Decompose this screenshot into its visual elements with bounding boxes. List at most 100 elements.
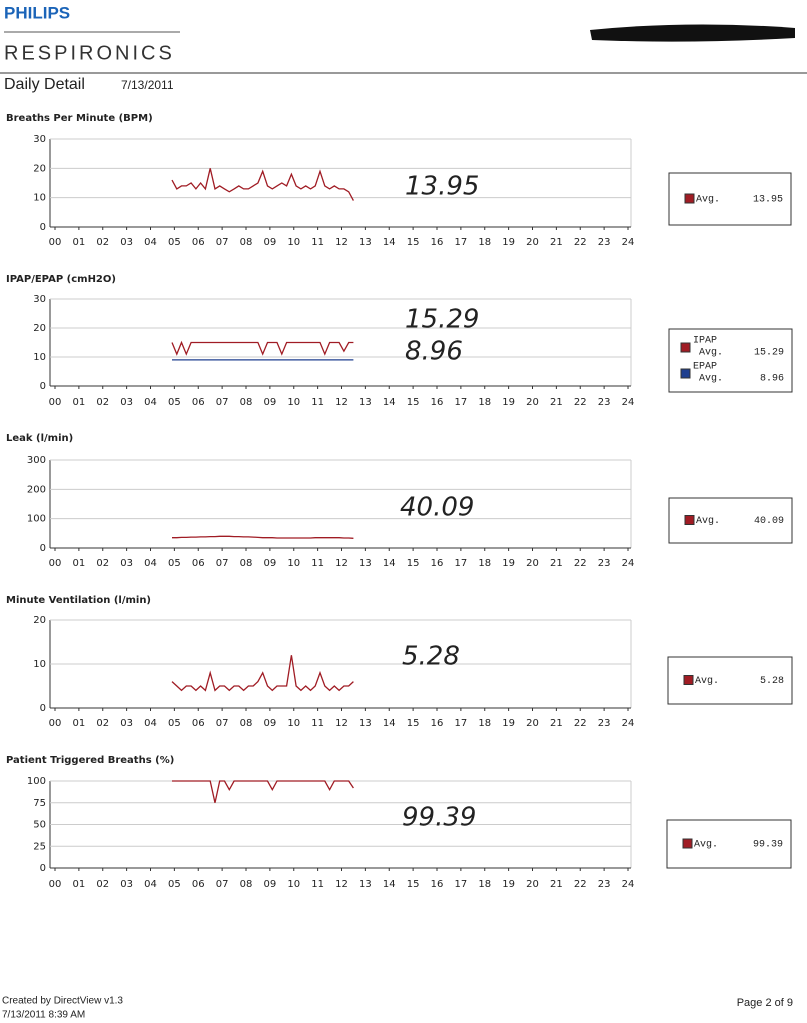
series-line <box>172 780 354 803</box>
x-tick-label: 11 <box>311 718 324 729</box>
product: RESPIRONICS <box>4 42 175 64</box>
x-tick-label: 21 <box>550 718 563 729</box>
x-tick-label: 16 <box>431 237 444 248</box>
x-tick-label: 18 <box>478 558 491 569</box>
handwritten-note: 15.29 <box>405 305 479 335</box>
x-tick-label: 08 <box>240 237 253 248</box>
x-tick-label: 08 <box>240 397 253 408</box>
y-tick-label: 10 <box>33 659 46 670</box>
brand: PHILIPS <box>4 3 70 22</box>
y-tick-label: 100 <box>27 776 46 787</box>
x-tick-label: 00 <box>49 397 62 408</box>
handwritten-note: 13.95 <box>405 172 479 202</box>
series-line <box>171 655 354 692</box>
x-tick-label: 09 <box>264 718 277 729</box>
x-tick-label: 22 <box>574 558 587 569</box>
x-tick-label: 10 <box>287 397 300 408</box>
chart-title: Minute Ventilation (l/min) <box>6 595 151 606</box>
legend-avg-value: 15.29 <box>754 348 784 359</box>
x-tick-label: 24 <box>622 397 635 408</box>
footer-created: Created by DirectView v1.3 <box>2 996 123 1007</box>
x-tick-label: 20 <box>526 237 539 248</box>
legend-name: IPAP <box>693 336 717 347</box>
x-tick-label: 21 <box>550 558 563 569</box>
legend-swatch <box>680 368 691 379</box>
x-tick-label: 03 <box>120 237 133 248</box>
x-tick-label: 08 <box>240 879 253 890</box>
x-tick-label: 05 <box>168 879 181 890</box>
x-tick-label: 19 <box>502 879 515 890</box>
x-tick-label: 20 <box>526 558 539 569</box>
x-tick-label: 23 <box>598 879 611 890</box>
x-tick-label: 01 <box>73 718 86 729</box>
legend-avg-label: Avg. <box>694 840 718 851</box>
x-tick-label: 18 <box>478 718 491 729</box>
y-tick-label: 20 <box>33 615 46 626</box>
x-tick-label: 00 <box>49 558 62 569</box>
x-tick-label: 07 <box>216 879 229 890</box>
x-tick-label: 22 <box>574 879 587 890</box>
x-tick-label: 14 <box>383 237 396 248</box>
x-tick-label: 15 <box>407 879 420 890</box>
x-tick-label: 05 <box>168 237 181 248</box>
x-tick-label: 16 <box>431 397 444 408</box>
x-tick-label: 17 <box>455 718 468 729</box>
legend-avg-label: Avg. <box>699 348 723 359</box>
legend-avg-value: 99.39 <box>753 840 783 851</box>
x-tick-label: 02 <box>96 879 109 890</box>
x-tick-label: 04 <box>144 718 157 729</box>
x-tick-label: 01 <box>73 397 86 408</box>
x-tick-label: 05 <box>168 397 181 408</box>
legend-avg-value: 13.95 <box>753 195 783 206</box>
x-tick-label: 03 <box>120 558 133 569</box>
x-tick-label: 21 <box>550 397 563 408</box>
x-tick-label: 07 <box>216 397 229 408</box>
legend-box <box>668 328 793 393</box>
x-tick-label: 22 <box>574 237 587 248</box>
x-tick-label: 12 <box>335 237 348 248</box>
chart-title: Breaths Per Minute (BPM) <box>6 113 153 124</box>
legend-name: EPAP <box>693 362 717 373</box>
chart-title: Patient Triggered Breaths (%) <box>6 755 174 766</box>
x-tick-label: 24 <box>622 237 635 248</box>
x-tick-label: 11 <box>311 397 324 408</box>
x-tick-label: 20 <box>526 879 539 890</box>
x-tick-label: 22 <box>574 397 587 408</box>
legend-swatch <box>680 342 691 353</box>
x-tick-label: 05 <box>168 558 181 569</box>
x-tick-label: 00 <box>49 237 62 248</box>
footer-page: Page 2 of 9 <box>737 997 793 1009</box>
handwritten-note: 5.28 <box>402 642 460 672</box>
y-tick-label: 300 <box>27 455 46 466</box>
legend-avg-label: Avg. <box>699 374 723 385</box>
x-tick-label: 11 <box>311 879 324 890</box>
x-tick-label: 03 <box>120 397 133 408</box>
x-tick-label: 03 <box>120 718 133 729</box>
x-tick-label: 03 <box>120 879 133 890</box>
x-tick-label: 19 <box>502 558 515 569</box>
handwritten-note: 40.09 <box>400 493 474 523</box>
x-tick-label: 12 <box>335 558 348 569</box>
x-tick-label: 18 <box>478 879 491 890</box>
y-tick-label: 200 <box>27 484 46 495</box>
x-tick-label: 18 <box>478 397 491 408</box>
x-tick-label: 17 <box>455 237 468 248</box>
x-tick-label: 04 <box>144 397 157 408</box>
y-tick-label: 30 <box>33 294 46 305</box>
x-tick-label: 09 <box>264 879 277 890</box>
x-tick-label: 10 <box>287 718 300 729</box>
x-tick-label: 24 <box>622 718 635 729</box>
x-tick-label: 13 <box>359 397 372 408</box>
x-tick-label: 12 <box>335 718 348 729</box>
x-tick-label: 02 <box>96 397 109 408</box>
x-tick-label: 19 <box>502 237 515 248</box>
x-tick-label: 06 <box>192 558 205 569</box>
x-tick-label: 11 <box>311 237 324 248</box>
legend-swatch <box>684 515 695 525</box>
x-tick-label: 15 <box>407 237 420 248</box>
x-tick-label: 02 <box>96 718 109 729</box>
x-tick-label: 11 <box>311 558 324 569</box>
y-tick-label: 10 <box>33 352 46 363</box>
x-tick-label: 12 <box>335 879 348 890</box>
x-tick-label: 09 <box>264 558 277 569</box>
